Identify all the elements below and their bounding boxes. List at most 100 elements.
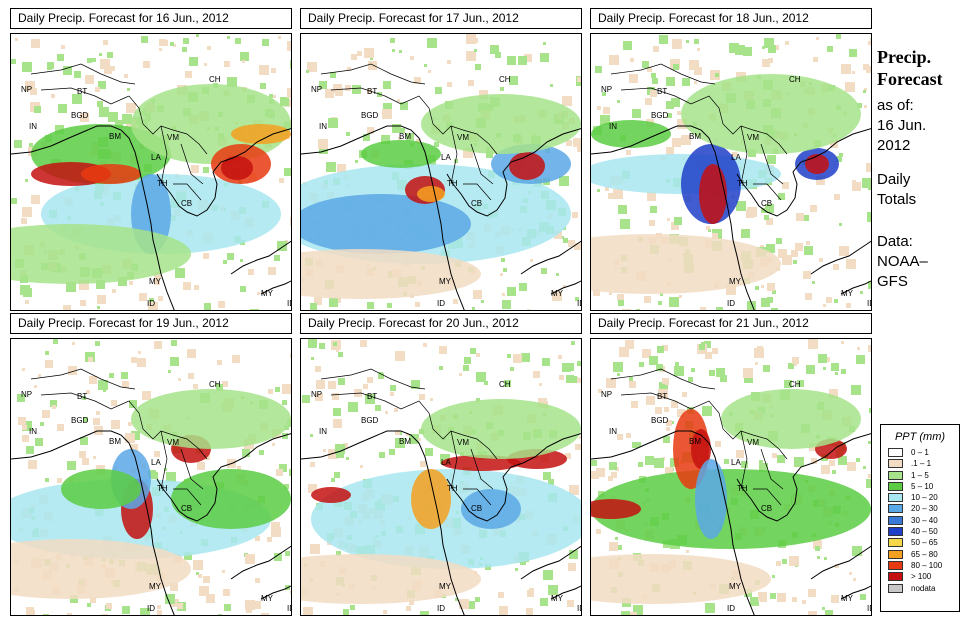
precip-cell xyxy=(98,380,108,390)
precip-cell xyxy=(257,292,260,295)
precip-cell xyxy=(620,219,630,229)
data-source-2: GFS xyxy=(877,273,908,290)
precip-cell xyxy=(715,73,719,77)
precip-cell xyxy=(104,66,112,74)
precip-cell xyxy=(30,88,37,95)
precip-cell xyxy=(759,460,763,464)
coastline xyxy=(736,128,871,217)
precip-cell xyxy=(310,434,313,437)
precip-cell xyxy=(95,341,100,346)
precip-cell xyxy=(455,598,458,601)
precip-cell xyxy=(868,345,871,352)
precip-cell xyxy=(864,88,867,91)
precip-cell xyxy=(454,159,458,163)
precip-cell xyxy=(846,259,856,269)
precip-cell xyxy=(619,347,629,357)
precip-cell xyxy=(79,451,86,458)
precip-cell xyxy=(409,434,419,444)
precip-cell xyxy=(767,155,776,164)
precip-cell xyxy=(80,437,88,445)
precip-cell xyxy=(389,449,395,455)
precip-cell xyxy=(622,309,631,310)
precip-cell xyxy=(824,557,827,560)
precip-area xyxy=(61,469,141,509)
precip-cell xyxy=(827,46,833,52)
map-canvas: NP BT IN BGD BM VM CH LA TH CB MY ID MY ID xyxy=(301,339,581,615)
precip-cell xyxy=(279,464,287,472)
precip-cell xyxy=(345,85,351,91)
precip-cell xyxy=(183,282,191,290)
precip-cell xyxy=(764,215,769,220)
precip-cell xyxy=(609,542,618,551)
country-label: NP xyxy=(311,390,322,399)
precip-cell xyxy=(831,595,839,603)
data-source: Data: NOAA– GFS xyxy=(877,232,928,292)
legend-label: 40 – 50 xyxy=(911,527,938,537)
precip-cell xyxy=(154,279,160,285)
precip-cell xyxy=(706,226,710,230)
precip-cell xyxy=(674,217,682,225)
precip-area xyxy=(11,539,191,599)
legend-item: 1 – 5 xyxy=(881,470,959,481)
precip-cell xyxy=(759,463,768,472)
precip-area xyxy=(509,152,545,180)
precip-cell xyxy=(189,57,198,66)
precip-cell xyxy=(689,60,699,70)
precip-cell xyxy=(31,39,40,48)
precip-area xyxy=(805,154,829,174)
precip-cell xyxy=(793,260,797,264)
precip-cell xyxy=(574,243,581,250)
precip-cell xyxy=(165,594,175,604)
country-label: MY xyxy=(841,289,854,298)
precip-cell xyxy=(868,184,871,190)
country-label: LA xyxy=(441,458,451,467)
precip-cell xyxy=(271,522,280,531)
precip-area xyxy=(591,120,671,148)
precip-cell xyxy=(400,128,405,133)
precip-cell xyxy=(428,70,431,73)
precip-cell xyxy=(96,411,100,415)
precip-cell xyxy=(328,381,336,389)
precip-cell xyxy=(866,163,871,172)
precip-cell xyxy=(82,458,89,465)
precip-cell xyxy=(784,380,792,388)
precip-cell xyxy=(337,164,346,173)
title-line-1: Precip. xyxy=(877,47,932,67)
precip-cell xyxy=(35,438,43,446)
precip-cell xyxy=(347,67,351,71)
precip-cell xyxy=(204,303,211,310)
precip-cell xyxy=(410,56,414,60)
precip-cell xyxy=(669,297,679,307)
precip-cell xyxy=(326,162,336,172)
precip-cell xyxy=(632,109,641,118)
precip-cell xyxy=(306,70,309,73)
precip-cell xyxy=(255,536,260,541)
country-label: CB xyxy=(471,199,482,208)
precip-cell xyxy=(196,34,199,37)
precip-cell xyxy=(223,589,230,596)
precip-cell xyxy=(658,389,668,399)
precip-cell xyxy=(427,38,437,48)
precip-cell xyxy=(666,101,674,109)
map-canvas: NP BT IN BGD BM VM CH LA TH CB MY ID MY ID xyxy=(11,339,291,615)
coastline xyxy=(301,430,465,615)
precip-cell xyxy=(11,198,17,204)
precip-cell xyxy=(420,461,426,467)
precip-cell xyxy=(673,64,679,70)
precip-cell xyxy=(682,78,690,86)
precip-cell xyxy=(331,478,335,482)
precip-cell xyxy=(414,77,421,84)
precip-cell xyxy=(430,398,433,401)
precip-cell xyxy=(791,250,798,257)
precip-cell xyxy=(97,101,103,107)
precip-cell xyxy=(761,285,764,288)
precip-cell xyxy=(621,611,630,615)
precip-cell xyxy=(392,49,395,52)
precip-cell xyxy=(110,66,115,71)
precip-cell xyxy=(128,422,132,426)
precip-cell xyxy=(789,556,799,566)
precip-cell xyxy=(503,268,507,272)
precip-cell xyxy=(154,272,161,279)
precip-cell xyxy=(367,127,374,134)
country-label: VM xyxy=(457,133,469,142)
